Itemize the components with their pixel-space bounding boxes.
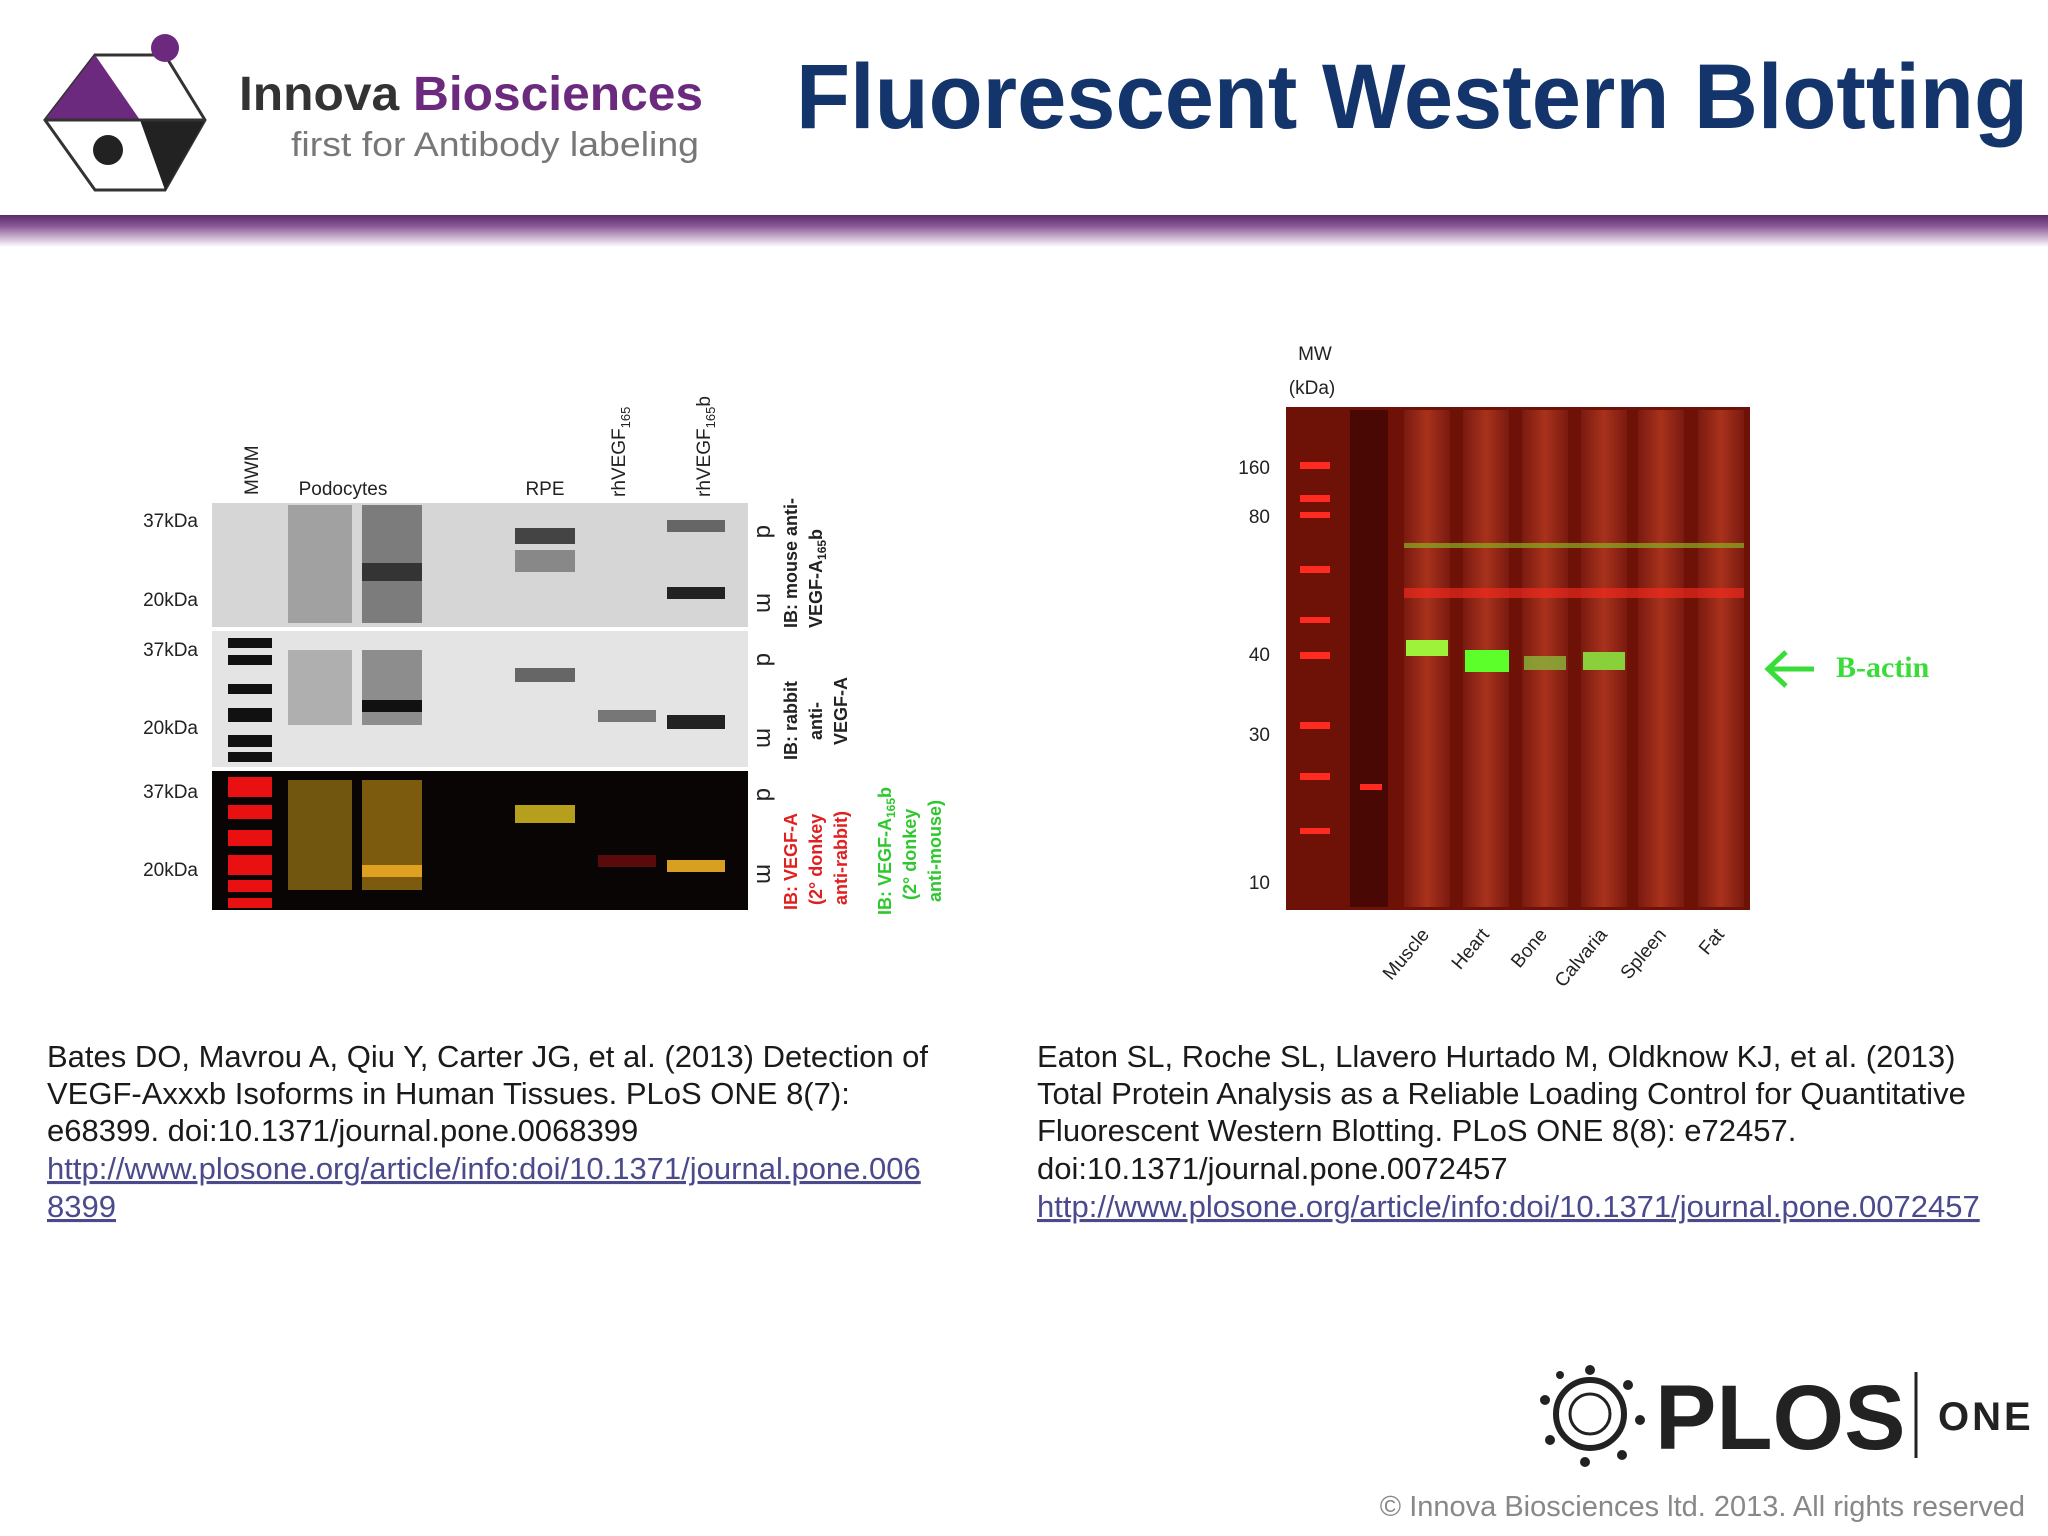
slide-title: Fluorescent Western Blotting xyxy=(796,46,2028,148)
form-label: m xyxy=(751,593,778,613)
mw-label: 37kDa xyxy=(143,640,198,661)
lane-label: Spleen xyxy=(1617,925,1671,984)
ib-label: anti-rabbit) xyxy=(831,811,851,905)
ib-label: anti- xyxy=(806,702,826,740)
ib-label: (2° donkey xyxy=(806,814,826,905)
mw-label: 37kDa xyxy=(143,782,198,803)
lane-label: Muscle xyxy=(1379,925,1434,985)
mw-label: 30 xyxy=(1249,725,1270,746)
citation-line: Total Protein Analysis as a Reliable Loa… xyxy=(1037,1076,1966,1111)
one-text: ONE xyxy=(1938,1395,2034,1439)
lane-label: Heart xyxy=(1448,924,1494,974)
citation-line: Bates DO, Mavrou A, Qiu Y, Carter JG, et… xyxy=(47,1039,928,1074)
form-label: d xyxy=(751,788,778,801)
arrow xyxy=(1764,650,1814,688)
mw-label: 37kDa xyxy=(143,511,198,532)
form-label: d xyxy=(751,653,778,666)
citation-line: Eaton SL, Roche SL, Llavero Hurtado M, O… xyxy=(1037,1039,1955,1074)
ib-label: IB: mouse anti- xyxy=(781,498,801,628)
left-citation: Bates DO, Mavrou A, Qiu Y, Carter JG, et… xyxy=(47,1039,928,1224)
citation-line: e68399. doi:10.1371/journal.pone.0068399 xyxy=(47,1113,638,1148)
lane-label: RPE xyxy=(525,479,564,500)
header-bar xyxy=(0,215,2048,247)
logo xyxy=(43,34,207,192)
ib-label: IB: VEGF-A165b xyxy=(875,787,898,915)
ib-label: IB: VEGF-A xyxy=(781,813,801,910)
copyright: © Innova Biosciences ltd. 2013. All righ… xyxy=(1380,1491,2025,1523)
citation-line: Fluorescent Western Blotting. PLoS ONE 8… xyxy=(1037,1113,1796,1148)
citation-line: VEGF-Axxxb Isoforms in Human Tissues. PL… xyxy=(47,1076,850,1111)
lane-label: Fat xyxy=(1695,924,1729,959)
mw-label: 160 xyxy=(1238,458,1270,479)
citation-link[interactable]: http://www.plosone.org/article/info:doi/… xyxy=(47,1151,921,1186)
mw-label: 20kDa xyxy=(143,590,198,611)
citation-link[interactable]: 8399 xyxy=(47,1189,116,1224)
form-label: m xyxy=(751,728,778,748)
brand: Innova Biosciences xyxy=(239,68,703,121)
lane-label: Calvaria xyxy=(1551,924,1612,991)
lane-label: rhVEGF165 xyxy=(609,407,633,497)
mw-label: 20kDa xyxy=(143,718,198,739)
ib-label: IB: rabbit xyxy=(781,681,801,760)
mw-title: (kDa) xyxy=(1289,378,1335,399)
ib-label: (2° donkey xyxy=(900,809,920,900)
lane-label: rhVEGF165b xyxy=(694,396,718,497)
annotation: B-actin xyxy=(1836,651,1930,684)
plos-text: PLOS xyxy=(1655,1367,1905,1469)
ib-label: VEGF-A xyxy=(831,677,851,745)
left-figure: MWM Podocytes RPE rhVEGF165 rhVEGF165b 3… xyxy=(143,396,945,915)
lane-label: Podocytes xyxy=(299,479,388,500)
right-figure: MW (kDa) 160 80 40 30 10 Muscle Heart Bo… xyxy=(1238,344,1929,992)
right-citation: Eaton SL, Roche SL, Llavero Hurtado M, O… xyxy=(1037,1039,1980,1224)
mw-label: 80 xyxy=(1249,507,1270,528)
form-label: m xyxy=(751,864,778,884)
plos-logo: PLOS ONE xyxy=(1540,1365,2034,1469)
lane-label: Bone xyxy=(1507,925,1552,972)
mw-title: MW xyxy=(1298,344,1332,365)
ib-label: VEGF-A165b xyxy=(806,529,829,628)
mw-label: 40 xyxy=(1249,645,1270,666)
citation-line: doi:10.1371/journal.pone.0072457 xyxy=(1037,1151,1508,1186)
form-label: d xyxy=(751,525,778,538)
lane-label: MWM xyxy=(242,445,263,495)
tagline: first for Antibody labeling xyxy=(291,126,699,164)
ib-label: anti-mouse) xyxy=(925,800,945,902)
mw-label: 20kDa xyxy=(143,860,198,881)
mw-label: 10 xyxy=(1249,873,1270,894)
citation-link[interactable]: http://www.plosone.org/article/info:doi/… xyxy=(1037,1189,1980,1224)
